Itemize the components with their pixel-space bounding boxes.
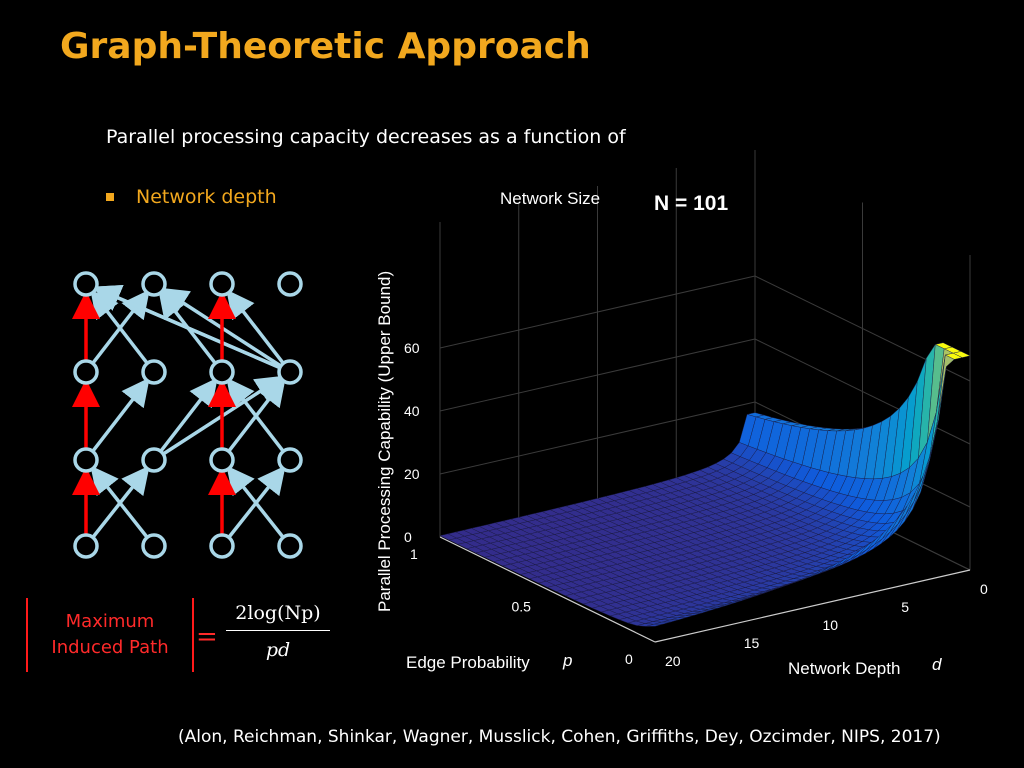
formula-lhs-line1: Maximum <box>65 611 155 632</box>
network-size-label: Network Size <box>500 189 600 208</box>
surface-patch <box>645 623 663 627</box>
network-node <box>277 271 303 297</box>
bullet-text: Network depth <box>136 186 277 208</box>
p-axis-symbol: p <box>562 651 572 670</box>
network-node <box>209 271 235 297</box>
network-node <box>73 271 99 297</box>
network-node <box>73 359 99 385</box>
formula-equals: = <box>196 622 218 652</box>
z-tick-label: 60 <box>404 340 420 356</box>
network-node <box>141 359 167 385</box>
formula-fraction: 2log(Np) pd <box>226 602 330 661</box>
network-node <box>277 359 303 385</box>
d-axis-label: Network Depth <box>788 659 900 678</box>
network-node <box>141 533 167 559</box>
network-node <box>73 533 99 559</box>
network-node <box>277 447 303 473</box>
d-tick-label: 15 <box>744 635 760 651</box>
d-tick-label: 0 <box>980 581 988 597</box>
d-axis-symbol: d <box>932 655 942 674</box>
slide-title: Graph-Theoretic Approach <box>60 26 591 67</box>
network-node <box>277 533 303 559</box>
p-tick-label: 0.5 <box>512 599 532 615</box>
formula-lhs: Maximum Induced Path <box>26 598 194 672</box>
z-axis-label: Parallel Processing Capability (Upper Bo… <box>375 271 394 612</box>
formula-numerator: 2log(Np) <box>226 602 330 631</box>
formula-denominator: pd <box>265 639 291 661</box>
network-edge <box>159 377 218 453</box>
network-node <box>209 533 235 559</box>
d-tick-label: 5 <box>901 599 909 615</box>
bullet-item: Network depth <box>106 186 277 208</box>
network-edge <box>91 377 150 453</box>
d-tick-label: 10 <box>823 617 839 633</box>
network-edge <box>92 285 281 370</box>
intro-text: Parallel processing capacity decreases a… <box>106 126 626 148</box>
z-tick-label: 0 <box>404 529 412 545</box>
p-tick-label: 0 <box>625 651 633 667</box>
p-axis-line <box>439 536 656 643</box>
network-edge <box>226 289 285 365</box>
formula-lhs-line2: Induced Path <box>51 637 169 658</box>
network-node <box>209 359 235 385</box>
citation: (Alon, Reichman, Shinkar, Wagner, Mussli… <box>178 727 941 747</box>
network-edge <box>91 465 150 539</box>
network-edge <box>226 465 285 539</box>
network-node <box>73 447 99 473</box>
bullet-marker-icon <box>106 193 114 201</box>
p-axis-label: Edge Probability <box>406 653 530 672</box>
network-node <box>209 447 235 473</box>
network-node <box>141 271 167 297</box>
p-tick-label: 1 <box>410 546 418 562</box>
network-node <box>141 447 167 473</box>
z-tick-label: 20 <box>404 466 420 482</box>
network-size-value: N = 101 <box>654 192 728 215</box>
network-edge <box>226 377 285 453</box>
z-tick-label: 40 <box>404 403 420 419</box>
d-axis-line <box>654 569 971 643</box>
d-tick-label: 20 <box>665 653 681 669</box>
